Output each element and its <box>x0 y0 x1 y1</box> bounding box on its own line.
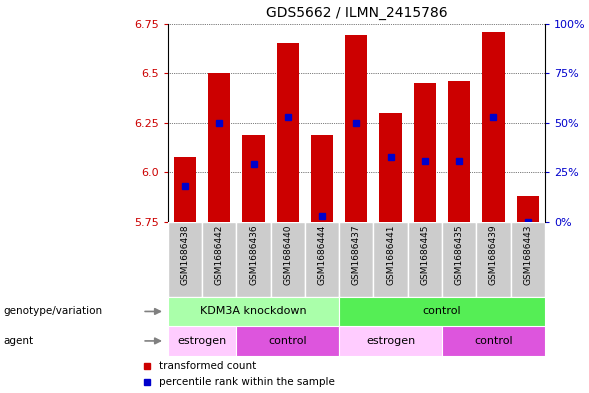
Bar <box>339 326 442 356</box>
Text: GSM1686444: GSM1686444 <box>317 224 326 285</box>
Bar <box>168 326 236 356</box>
Bar <box>236 222 271 297</box>
Bar <box>208 73 230 222</box>
Text: percentile rank within the sample: percentile rank within the sample <box>159 377 335 387</box>
Bar <box>442 222 477 297</box>
Text: control: control <box>269 336 307 346</box>
Bar <box>511 222 545 297</box>
Bar <box>373 222 408 297</box>
Bar <box>236 326 339 356</box>
Bar <box>482 31 505 222</box>
Text: control: control <box>474 336 513 346</box>
Text: estrogen: estrogen <box>366 336 415 346</box>
Bar <box>271 222 305 297</box>
Title: GDS5662 / ILMN_2415786: GDS5662 / ILMN_2415786 <box>266 6 447 20</box>
Bar <box>408 222 442 297</box>
Bar <box>517 196 539 222</box>
Bar <box>448 81 470 222</box>
Text: GSM1686439: GSM1686439 <box>489 224 498 285</box>
Text: GSM1686437: GSM1686437 <box>352 224 361 285</box>
Text: GSM1686445: GSM1686445 <box>421 224 429 285</box>
Text: genotype/variation: genotype/variation <box>3 307 102 316</box>
Text: estrogen: estrogen <box>177 336 227 346</box>
Text: control: control <box>423 307 461 316</box>
Text: KDM3A knockdown: KDM3A knockdown <box>200 307 307 316</box>
Bar <box>277 43 299 222</box>
Bar <box>477 222 511 297</box>
Bar <box>345 35 368 222</box>
Text: transformed count: transformed count <box>159 360 256 371</box>
Bar <box>339 297 545 326</box>
Bar <box>202 222 236 297</box>
Bar <box>339 222 373 297</box>
Bar <box>379 113 402 222</box>
Text: GSM1686441: GSM1686441 <box>386 224 395 285</box>
Text: GSM1686442: GSM1686442 <box>215 224 224 285</box>
Bar <box>305 222 339 297</box>
Text: GSM1686443: GSM1686443 <box>523 224 532 285</box>
Bar <box>168 222 202 297</box>
Bar <box>413 83 436 222</box>
Text: agent: agent <box>3 336 33 346</box>
Text: GSM1686436: GSM1686436 <box>249 224 258 285</box>
Bar <box>174 156 196 222</box>
Text: GSM1686438: GSM1686438 <box>180 224 190 285</box>
Text: GSM1686435: GSM1686435 <box>455 224 464 285</box>
Text: GSM1686440: GSM1686440 <box>283 224 292 285</box>
Bar <box>243 135 264 222</box>
Bar <box>168 297 339 326</box>
Bar <box>311 135 333 222</box>
Bar <box>442 326 545 356</box>
